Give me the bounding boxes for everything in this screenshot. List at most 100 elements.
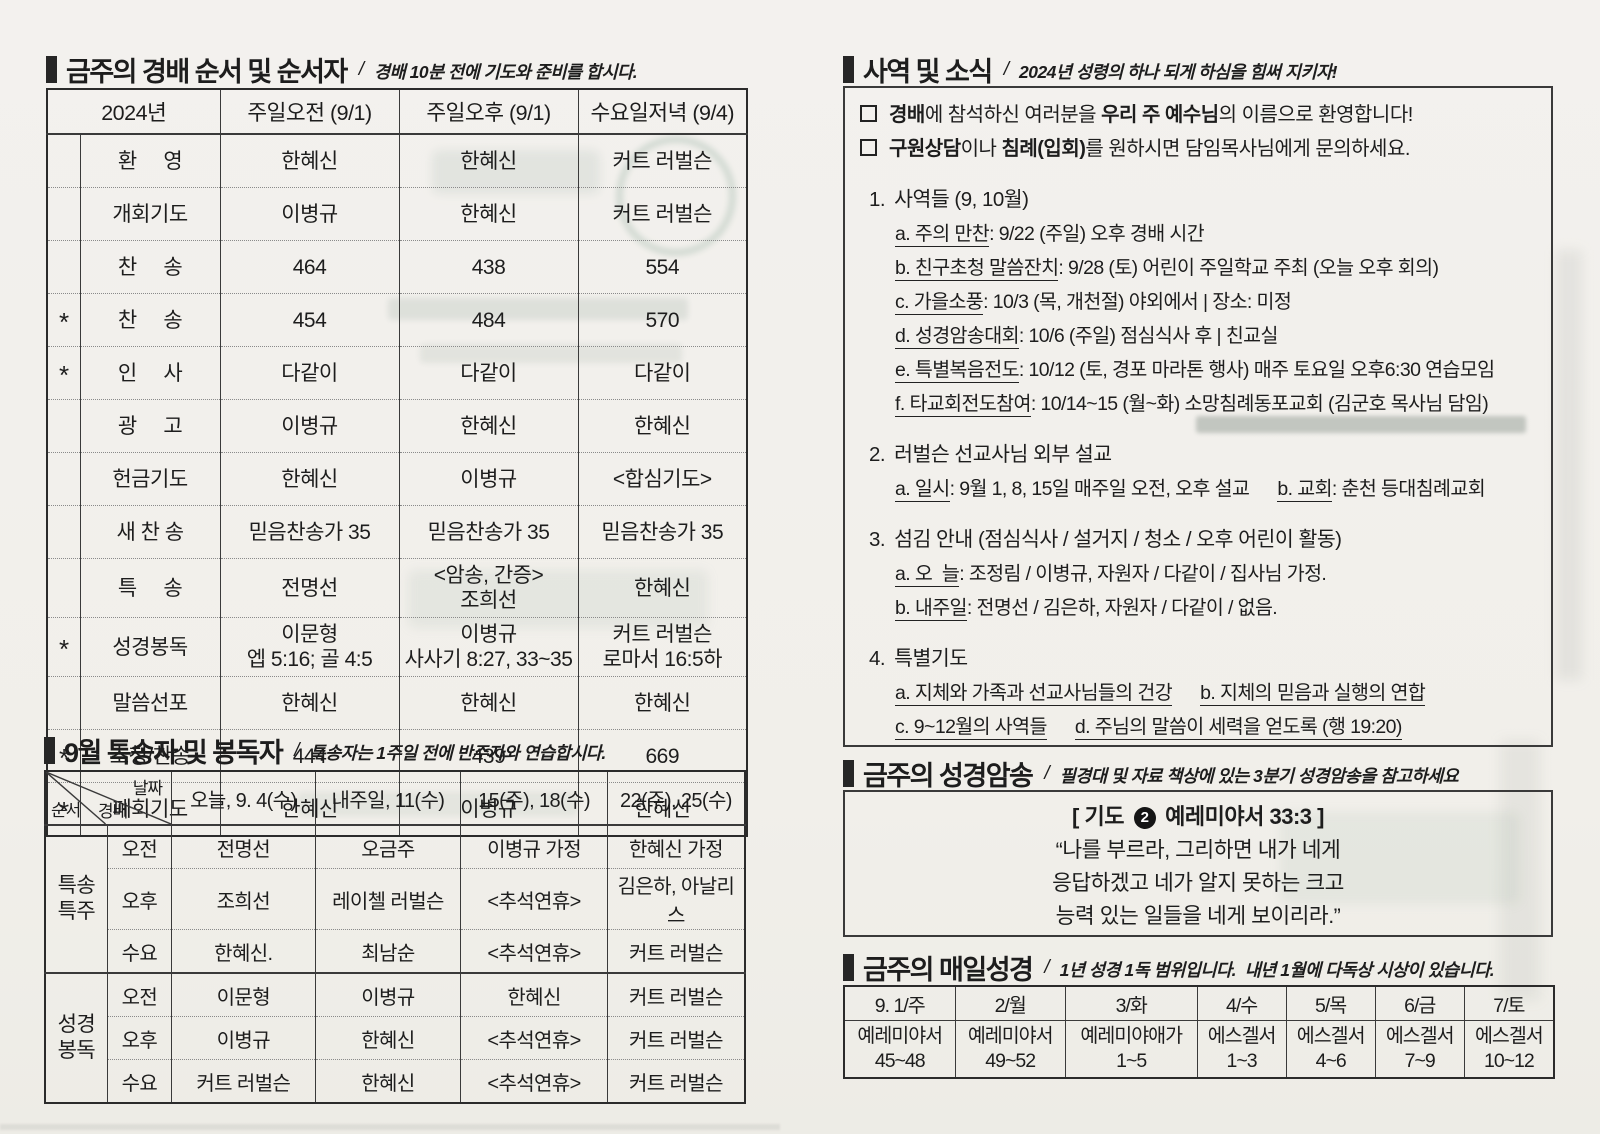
sunday-pm-cell: 한혜신 bbox=[398, 187, 579, 241]
singer-cell: 조희선 bbox=[171, 868, 316, 930]
special-subtitle: 특송자는 1주일 전에 반주자와 연습합시다. bbox=[309, 743, 607, 763]
ministry-subtitle: 2024년 성령의 하나 되게 하심을 힘써 지키자! bbox=[1018, 62, 1338, 82]
order-item-label: 개회기도 bbox=[79, 187, 221, 241]
ministry-line: a. 오 늘: 조정림 / 이병규, 자원자 / 다같이 / 집사님 가정. bbox=[895, 563, 1327, 587]
notice-bold-text: 경배 bbox=[889, 104, 925, 126]
asterisk-cell bbox=[46, 399, 80, 453]
special-row: 수요 커트 러벌슨 한혜신 <추석연휴> 커트 러벌슨 bbox=[45, 1059, 745, 1103]
bible-book: 예레미야서 bbox=[857, 1025, 943, 1047]
order-item-label: 찬 송 bbox=[79, 293, 221, 347]
special-section-title: 9월 특송자 및 봉독자 / 특송자는 1주일 전에 반주자와 연습합시다. bbox=[44, 731, 606, 770]
daily-reading-cell: 에스겔서 4~6 bbox=[1285, 1020, 1376, 1079]
memory-verse-line: 능력 있는 일들을 네게 보이리라.” bbox=[1055, 904, 1341, 928]
order-item-label: 성경봉독 bbox=[79, 617, 221, 677]
daily-reading-cell: 예레미야서 45~48 bbox=[843, 1020, 956, 1079]
order-item-label: 새 찬 송 bbox=[79, 505, 221, 559]
ministry-section-lines: a. 지체와 가족과 선교사님들의 건강 b. 지체의 믿음과 실행의 연합 c.… bbox=[857, 676, 1539, 744]
date-header-2: 내주일, 11(수) bbox=[314, 771, 461, 825]
column-header-wednesday: 수요일저녁 (9/4) bbox=[577, 89, 748, 134]
wednesday-cell: 한혜신 bbox=[577, 558, 748, 618]
bible-chapter-range: 7~9 bbox=[1404, 1050, 1436, 1072]
bible-book: 예레미야서 bbox=[967, 1025, 1054, 1047]
worship-table-row: 광 고 이병규 한혜신 한혜신 bbox=[46, 399, 748, 453]
ministry-line: c. 9~12월의 사역들 d. 주님의 말씀이 세력을 얻도록 (행 19:20… bbox=[895, 716, 1402, 740]
reader-cell: 커트 러벌슨 bbox=[606, 1016, 745, 1060]
sunday-am-cell: 454 bbox=[219, 293, 400, 347]
ministry-section-heading: 2. 러벌슨 선교사님 외부 설교 bbox=[869, 443, 1112, 466]
asterisk-cell bbox=[46, 187, 80, 241]
notice-bold-text: 구원상담 bbox=[889, 138, 961, 160]
bible-book: 에스겔서 bbox=[1207, 1025, 1277, 1047]
singer-cell: <추석연휴> bbox=[460, 929, 608, 973]
bible-book: 에스겔서 bbox=[1296, 1025, 1366, 1047]
asterisk-cell bbox=[46, 558, 80, 618]
order-item-label: 말씀선포 bbox=[79, 676, 221, 730]
order-item-label: 광 고 bbox=[79, 399, 221, 453]
ministry-section-lines: a. 일시: 9월 1, 8, 15일 매주일 오전, 오후 설교 b. 교회: … bbox=[857, 472, 1539, 506]
sunday-pm-cell: 한혜신 bbox=[398, 134, 579, 188]
worship-subtitle: 경배 10분 전에 기도와 준비를 합시다. bbox=[374, 62, 638, 82]
special-row: 오후 이병규 한혜신 <추석연휴> 커트 러벌슨 bbox=[45, 1016, 745, 1060]
ministry-section-lines: a. 오 늘: 조정림 / 이병규, 자원자 / 다같이 / 집사님 가정. b… bbox=[857, 557, 1539, 625]
reader-cell: 한혜신 bbox=[314, 1059, 461, 1103]
daily-day-header: 2/월 bbox=[954, 985, 1066, 1021]
daily-title: 금주의 매일성경 bbox=[863, 955, 1034, 985]
ministry-line: b. 친구초청 말씀잔치: 9/28 (토) 어린이 주일학교 주최 (오늘 오… bbox=[895, 257, 1439, 281]
singer-cell: 전명선 bbox=[171, 825, 316, 869]
wednesday-cell: 커트 러벌슨 bbox=[577, 187, 748, 241]
worship-table-row: 새 찬 송 믿음찬송가 35 믿음찬송가 35 믿음찬송가 35 bbox=[46, 505, 748, 559]
asterisk-cell bbox=[46, 134, 80, 188]
bible-chapter-range: 49~52 bbox=[985, 1050, 1036, 1072]
period-label: 오후 bbox=[106, 1016, 172, 1060]
asterisk-cell: * bbox=[46, 617, 80, 677]
singer-cell: 이병규 가정 bbox=[460, 825, 608, 869]
column-header-sunday-pm: 주일오후 (9/1) bbox=[398, 89, 579, 134]
daily-day-header: 9. 1/주 bbox=[843, 985, 956, 1021]
memory-verse-line: 응답하겠고 네가 알지 못하는 크고 bbox=[1052, 871, 1344, 895]
reader-cell: 이문형 bbox=[171, 973, 316, 1017]
bible-chapter-range: 45~48 bbox=[874, 1050, 926, 1072]
reader-cell: 커트 러벌슨 bbox=[606, 973, 745, 1017]
notice-line: 구원상담이나 침례(입회)를 원하시면 담임목사님에게 문의하세요. bbox=[857, 132, 1539, 166]
asterisk-cell bbox=[46, 240, 80, 294]
order-item-label: 환 영 bbox=[79, 134, 221, 188]
memory-verse-box: [ 기도 2 예레미야서 33:3 ] “나를 부르라, 그리하면 내가 네게 … bbox=[843, 790, 1553, 937]
special-row: 특송 특주 오전 전명선 오금주 이병규 가정 한혜신 가정 bbox=[44, 825, 745, 973]
title-bar-icon bbox=[843, 56, 854, 83]
diagonal-corner-cell: 날짜 경배 순서 bbox=[44, 771, 172, 825]
reader-cell: 커트 러벌슨 bbox=[606, 1059, 745, 1103]
daily-reading-cell: 예레미야서 49~52 bbox=[954, 1020, 1066, 1079]
asterisk-cell bbox=[46, 505, 80, 559]
sunday-am-cell: 한혜신 bbox=[219, 452, 400, 506]
title-bar-icon bbox=[44, 737, 55, 764]
sunday-am-cell: 다같이 bbox=[219, 346, 400, 400]
daily-reading-cell: 에스겔서 1~3 bbox=[1196, 1020, 1287, 1079]
wednesday-cell: 커트 러벌슨 로마서 16:5하 bbox=[577, 617, 748, 677]
sunday-pm-cell: 한혜신 bbox=[398, 399, 579, 453]
worship-table-row: 말씀선포 한혜신 한혜신 한혜신 bbox=[46, 676, 748, 730]
title-bar-icon bbox=[843, 760, 854, 787]
wednesday-cell: 다같이 bbox=[577, 346, 748, 400]
checkbox-icon bbox=[860, 139, 877, 156]
daily-day-header: 7/토 bbox=[1463, 985, 1555, 1021]
daily-reading-cell: 에스겔서 10~12 bbox=[1463, 1020, 1555, 1079]
reader-cell: 한혜신 bbox=[314, 1016, 461, 1060]
sunday-pm-cell: 이병규 사사기 8:27, 33~35 bbox=[398, 617, 579, 677]
notice-bold-text: 침례(입회) bbox=[1001, 138, 1086, 160]
group-label-special-song: 특송 특주 bbox=[44, 825, 108, 973]
corner-label-date: 날짜 bbox=[132, 779, 163, 798]
ministry-line: e. 특별복음전도: 10/12 (토, 경포 마라톤 행사) 매주 토요일 오… bbox=[895, 359, 1495, 383]
daily-day-header: 5/목 bbox=[1285, 985, 1376, 1021]
ministry-line: c. 가을소풍: 10/3 (목, 개천절) 야외에서 | 장소: 미정 bbox=[895, 291, 1292, 315]
singer-cell: 오금주 bbox=[314, 825, 461, 869]
sunday-am-cell: 이문형 엡 5:16; 골 4:5 bbox=[219, 617, 400, 677]
order-item-label: 특 송 bbox=[79, 558, 221, 618]
order-item-label: 인 사 bbox=[79, 346, 221, 400]
circled-number-icon: 2 bbox=[1133, 807, 1156, 829]
ministry-section-2: 2. 러벌슨 선교사님 외부 설교 a. 일시: 9월 1, 8, 15일 매주일… bbox=[857, 438, 1539, 506]
special-singers-table: 날짜 경배 순서 오늘, 9. 4(수) 내주일, 11(수) 15(주), 1… bbox=[44, 770, 746, 1104]
title-separator: / bbox=[1044, 956, 1050, 978]
worship-order-table: 2024년 주일오전 (9/1) 주일오후 (9/1) 수요일저녁 (9/4) … bbox=[46, 88, 749, 837]
daily-day-header: 3/화 bbox=[1064, 985, 1198, 1021]
worship-table-body: 환 영 한혜신 한혜신 커트 러벌슨 개회기도 이병규 한혜신 커트 러벌슨 찬 bbox=[46, 134, 748, 836]
